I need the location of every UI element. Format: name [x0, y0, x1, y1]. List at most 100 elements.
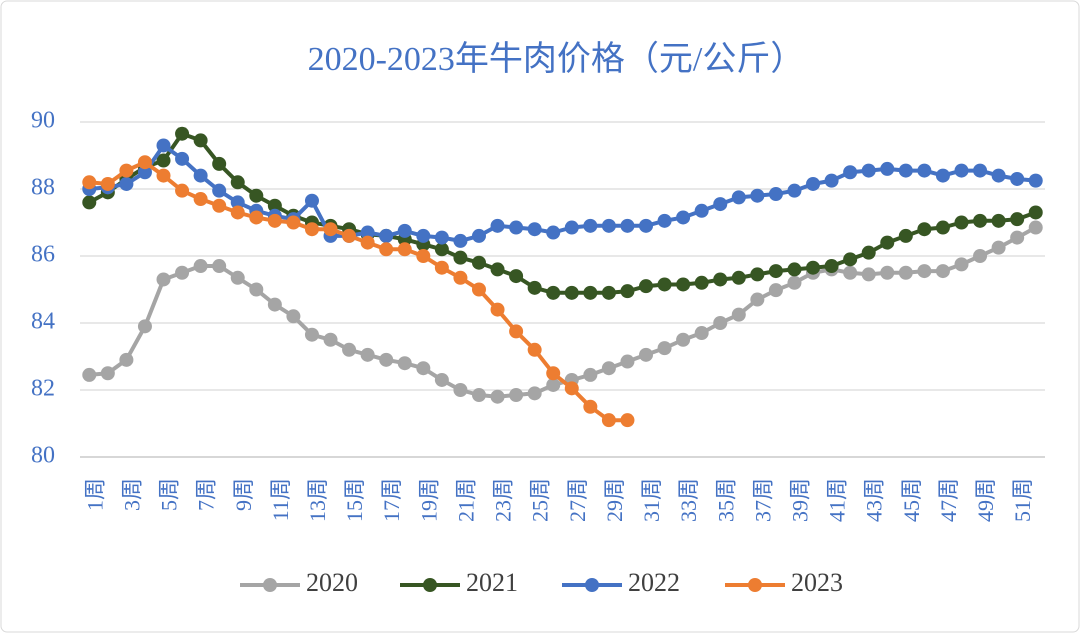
- series-marker: [82, 195, 97, 210]
- x-tick-label: 15周: [342, 478, 367, 522]
- x-tick-label: 35周: [713, 478, 738, 522]
- series-marker: [768, 283, 783, 298]
- series-marker: [954, 163, 969, 178]
- series-marker: [137, 155, 152, 170]
- series-marker: [787, 183, 802, 198]
- legend-label: 2020: [306, 568, 358, 597]
- series-marker: [639, 347, 654, 362]
- series-marker: [657, 213, 672, 228]
- series-marker: [898, 228, 913, 243]
- series-marker: [973, 249, 988, 263]
- series-marker: [954, 215, 969, 230]
- series-marker: [583, 367, 598, 382]
- series-marker: [898, 265, 913, 280]
- series-marker: [453, 233, 468, 248]
- series-marker: [620, 354, 635, 369]
- series-marker: [564, 285, 579, 300]
- series-marker: [583, 285, 598, 300]
- series-marker: [267, 213, 282, 228]
- series-marker: [323, 332, 338, 347]
- series-marker: [453, 383, 468, 397]
- series-marker: [82, 367, 97, 382]
- series-marker: [694, 326, 709, 341]
- series-marker: [286, 309, 301, 324]
- series-marker: [304, 193, 319, 208]
- series-marker: [750, 292, 765, 307]
- series-marker: [342, 228, 357, 243]
- series-marker: [750, 267, 765, 282]
- series-marker: [917, 264, 932, 279]
- series-marker: [397, 242, 412, 257]
- series-marker: [620, 413, 635, 428]
- series-marker: [657, 341, 672, 356]
- series-marker: [490, 302, 505, 317]
- series-marker: [509, 388, 524, 403]
- series-marker: [601, 413, 616, 428]
- x-tick-label: 25周: [528, 478, 553, 522]
- series-marker: [137, 319, 152, 334]
- series-marker: [137, 165, 152, 180]
- series-marker: [861, 267, 876, 282]
- series-marker: [1010, 230, 1025, 245]
- x-tick-label: 41周: [825, 478, 850, 522]
- series-marker: [212, 198, 227, 213]
- y-tick-label: 80: [31, 443, 55, 469]
- series-marker: [509, 220, 524, 235]
- series-marker: [434, 372, 449, 387]
- series-marker: [1028, 173, 1043, 188]
- series-marker: [639, 218, 654, 233]
- y-tick-label: 82: [31, 376, 55, 402]
- series-marker: [750, 188, 765, 203]
- series-marker: [193, 259, 208, 274]
- series-marker: [1010, 171, 1025, 186]
- series-marker: [694, 203, 709, 218]
- series-marker: [824, 173, 839, 188]
- series-marker: [546, 377, 561, 392]
- series-marker: [342, 342, 357, 357]
- x-tick-label: 49周: [973, 478, 998, 522]
- series-marker: [843, 252, 858, 267]
- series-marker: [713, 197, 728, 212]
- series-marker: [509, 324, 524, 339]
- series-marker: [731, 307, 746, 322]
- series-marker: [193, 192, 208, 207]
- series-marker: [806, 176, 821, 191]
- series-marker: [360, 225, 375, 240]
- legend-label: 2021: [466, 568, 518, 597]
- series-line: [88, 131, 1037, 295]
- x-tick-label: 51周: [1010, 478, 1035, 522]
- series-marker: [471, 255, 486, 270]
- series-marker: [935, 264, 950, 279]
- series-marker: [620, 284, 635, 299]
- series-marker: [843, 265, 858, 280]
- series-marker: [267, 198, 282, 213]
- series-marker: [175, 183, 190, 198]
- series-marker: [434, 230, 449, 245]
- series-marker: [583, 218, 598, 233]
- series-line: [89, 143, 1036, 243]
- series-marker: [917, 163, 932, 178]
- series-marker: [731, 270, 746, 285]
- legend-marker: [748, 578, 762, 592]
- series-marker: [601, 285, 616, 300]
- series-marker: [880, 161, 895, 176]
- x-tick-label: 45周: [899, 478, 924, 522]
- series-marker: [249, 282, 264, 297]
- series-marker: [379, 242, 394, 257]
- series-marker: [230, 195, 245, 210]
- series-marker: [639, 279, 654, 294]
- series-marker: [768, 187, 783, 202]
- series-marker: [861, 163, 876, 178]
- x-tick-label: 1周: [82, 478, 107, 511]
- x-tick-label: 27周: [565, 478, 590, 522]
- series-marker: [416, 228, 431, 243]
- chart-title: 2020-2023年牛肉价格（元/公斤）: [308, 40, 805, 78]
- series-marker: [676, 332, 691, 347]
- legend-marker: [423, 578, 437, 592]
- series-marker: [490, 389, 505, 404]
- series-marker: [546, 285, 561, 300]
- series-marker: [360, 235, 375, 250]
- series-marker: [991, 240, 1006, 255]
- series-marker: [861, 245, 876, 260]
